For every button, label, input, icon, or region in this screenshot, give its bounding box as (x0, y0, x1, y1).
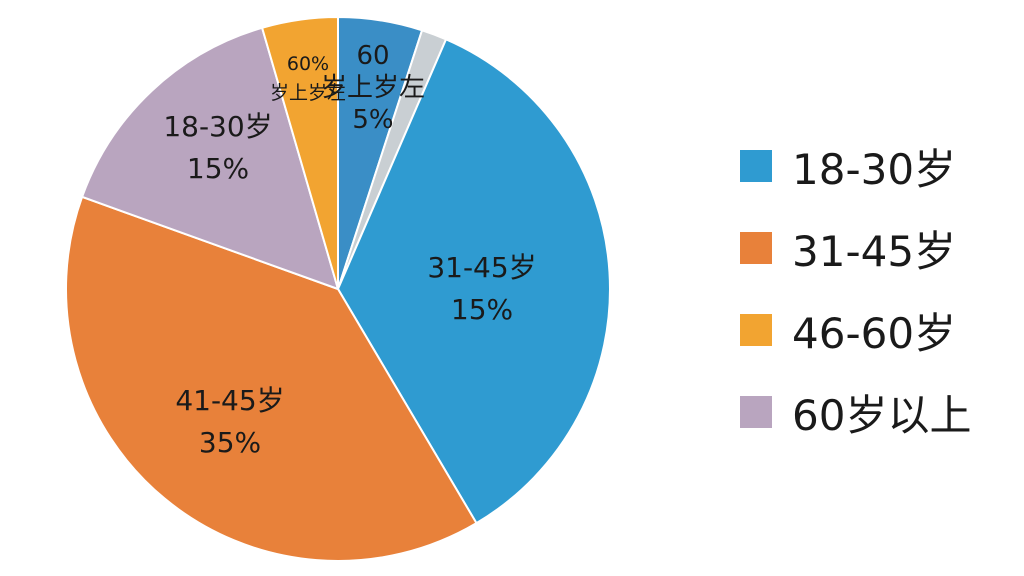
legend-swatch (740, 232, 772, 264)
legend-label: 60岁以上 (792, 390, 972, 440)
slice-label-line: 15% (187, 152, 249, 185)
slice-label: 60 岁上岁左 5% (321, 41, 425, 135)
legend-swatch (740, 396, 772, 428)
slice-label-line: 60 (356, 41, 389, 71)
pie-slice-labels: 60 岁上岁左 5%31-45岁 15%41-45岁 35%18-30岁 15%60%岁上… (163, 41, 536, 459)
slice-label: 41-45岁 35% (175, 384, 284, 459)
pie-slices (65, 15, 611, 562)
slice-label-line: 60% (287, 53, 329, 75)
legend-label: 18-30岁 (792, 144, 957, 194)
slice-label-line: 18-30岁 (163, 110, 272, 143)
legend-swatch (740, 314, 772, 346)
chart-legend: 18-30岁 31-45岁 46-60岁 60岁以上 (740, 140, 971, 440)
slice-label: 60% 岁上岁左 (270, 53, 346, 104)
legend-label: 46-60岁 (792, 308, 957, 358)
legend-item: 46-60岁 (740, 304, 971, 358)
slice-label: 18-30岁 15% (163, 110, 272, 185)
slice-label-line: 5% (352, 105, 393, 135)
slice-label-line: 岁上岁左 (270, 82, 346, 104)
slice-label-line: 41-45岁 (175, 384, 284, 417)
legend-item: 31-45岁 (740, 222, 971, 276)
slice-label-line: 35% (199, 426, 261, 459)
pie-slice (260, 15, 339, 290)
pie-slice (80, 26, 340, 291)
legend-item: 18-30岁 (740, 140, 971, 194)
slice-label-line: 31-45岁 (427, 251, 536, 284)
legend-label: 31-45岁 (792, 226, 957, 276)
slice-label-line: 15% (451, 293, 513, 326)
pie-slice (65, 195, 478, 562)
slice-label: 31-45岁 15% (427, 251, 536, 326)
legend-swatch (740, 150, 772, 182)
legend-item: 60岁以上 (740, 386, 971, 440)
slice-label-line: 岁上岁左 (321, 73, 425, 103)
